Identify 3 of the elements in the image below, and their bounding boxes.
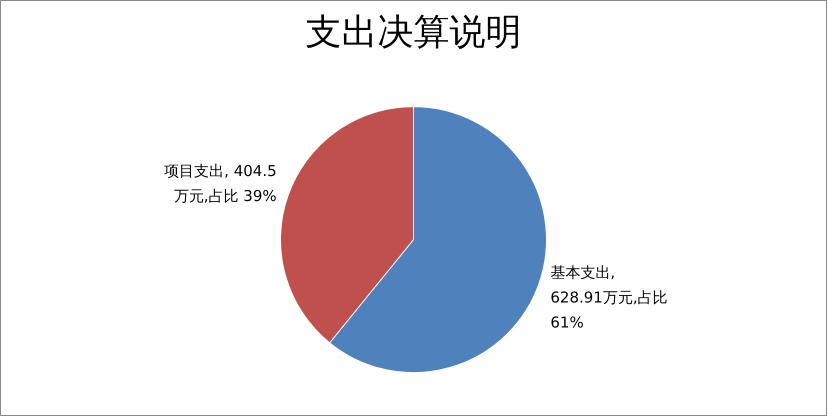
slice-label: 项目支出, 404.5 万元,占比 39% [164,162,277,205]
chart-title: 支出决算说明 [306,12,522,53]
slice-label: 基本支出, 628.91万元,占比 61% [550,264,668,332]
